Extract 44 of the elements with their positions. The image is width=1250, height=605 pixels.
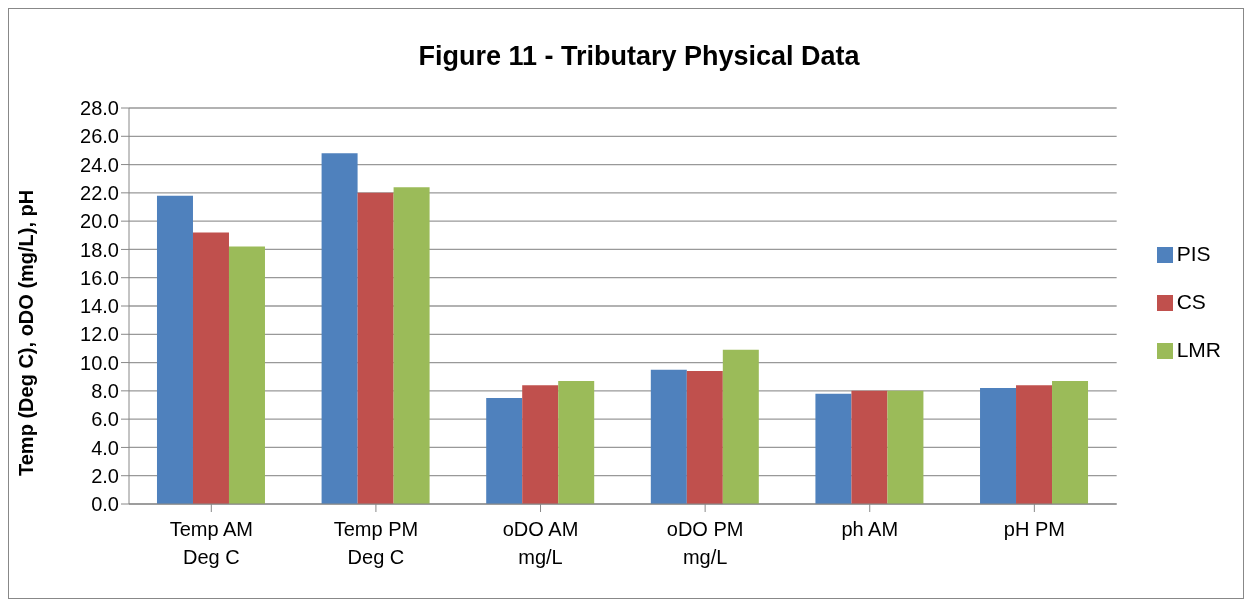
bar [1016, 385, 1053, 504]
chart-title: Figure 11 - Tributary Physical Data [417, 41, 861, 72]
x-tick-label: pH PM [1003, 518, 1065, 540]
y-tick-label: 0.0 [91, 493, 119, 516]
y-tick-label: 10.0 [80, 351, 119, 374]
bar [686, 371, 723, 504]
y-tick-label: 2.0 [91, 464, 119, 487]
bar [650, 369, 687, 504]
x-tick-label: oDO AM mg/L [502, 518, 579, 568]
bar [851, 390, 888, 504]
y-tick-label: 24.0 [80, 153, 119, 176]
y-tick-label: 20.0 [80, 210, 119, 233]
x-tick-label: Temp PM Deg C [333, 518, 419, 568]
bar [321, 153, 358, 504]
legend-label: LMR [1176, 337, 1221, 361]
y-tick-label: 12.0 [80, 323, 119, 346]
bar [228, 246, 265, 504]
y-tick-label: 8.0 [91, 379, 119, 402]
bar [192, 232, 229, 504]
y-tick-label: 4.0 [91, 436, 119, 459]
bar [486, 397, 523, 504]
bar [887, 390, 924, 504]
x-tick-label: ph AM [841, 518, 899, 540]
x-tick-label: Temp AM Deg C [169, 518, 253, 568]
y-tick-label: 28.0 [80, 97, 119, 120]
y-tick-label: 18.0 [80, 238, 119, 261]
bar [1052, 380, 1089, 504]
bar [558, 380, 595, 504]
bar [980, 388, 1017, 504]
bar [722, 349, 759, 504]
x-tick-label: oDO PM mg/L [666, 518, 744, 568]
bar [522, 385, 559, 504]
legend-label: CS [1176, 289, 1206, 313]
bar [393, 187, 430, 504]
y-tick-label: 26.0 [80, 125, 119, 148]
y-axis-title: Temp (Deg C), oDO (mg/L), pH [15, 189, 38, 476]
bar [815, 393, 852, 504]
bar [156, 195, 193, 504]
y-tick-label: 16.0 [80, 266, 119, 289]
y-tick-label: 6.0 [91, 408, 119, 431]
y-tick-label: 14.0 [80, 295, 119, 318]
legend-label: PIS [1176, 241, 1211, 265]
y-tick-label: 22.0 [80, 181, 119, 204]
bar [357, 192, 394, 504]
